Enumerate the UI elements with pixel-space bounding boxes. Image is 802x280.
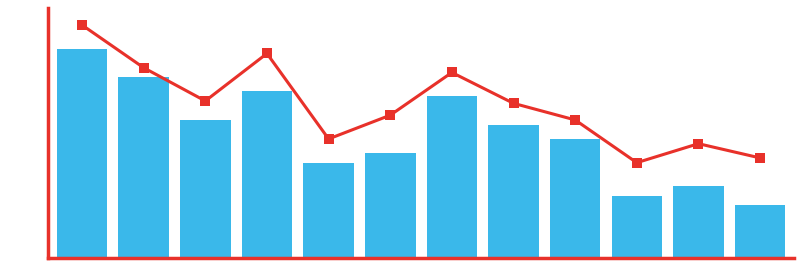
Bar — [57, 49, 107, 258]
Bar — [119, 77, 169, 258]
Bar — [673, 186, 723, 258]
Bar — [180, 120, 231, 258]
Bar — [427, 96, 477, 258]
Bar — [303, 163, 354, 258]
Bar — [611, 196, 662, 258]
Bar — [550, 139, 601, 258]
Bar — [488, 125, 539, 258]
Bar — [365, 153, 415, 258]
Bar — [735, 206, 785, 258]
Bar — [241, 92, 292, 258]
